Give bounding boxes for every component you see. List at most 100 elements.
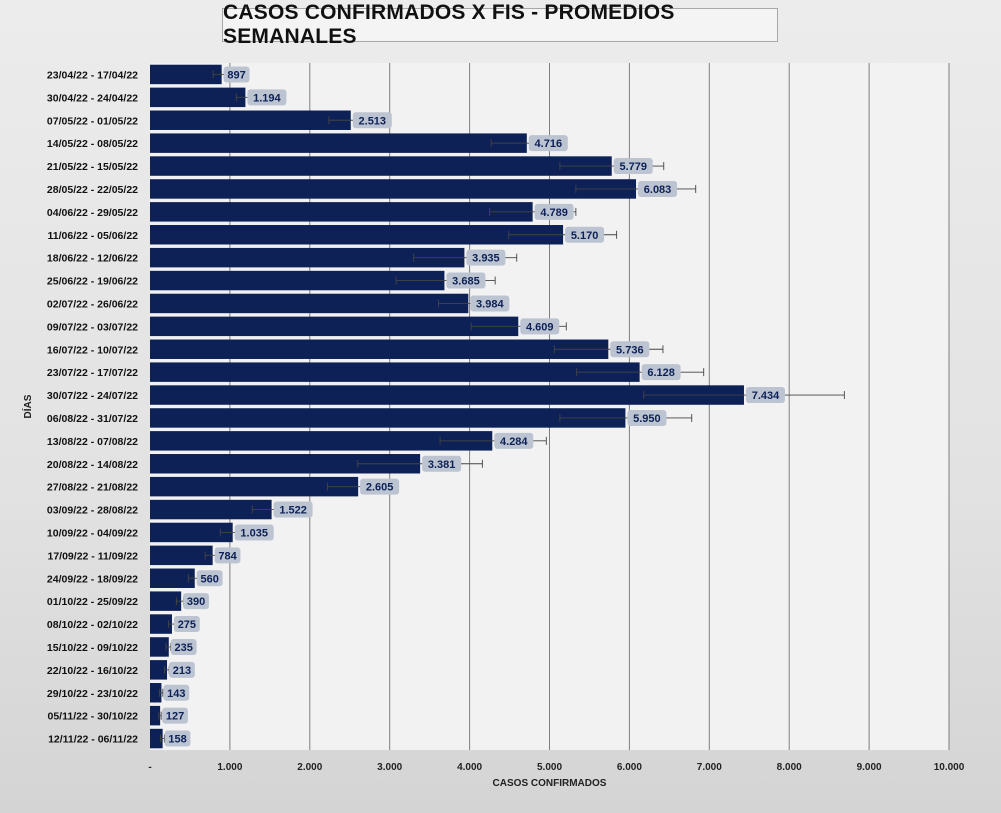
bar bbox=[150, 64, 222, 85]
category-label: 04/06/22 - 29/05/22 bbox=[47, 207, 138, 219]
value-label: 158 bbox=[168, 734, 186, 746]
category-label: 25/06/22 - 19/06/22 bbox=[47, 276, 138, 288]
category-label: 01/10/22 - 25/09/22 bbox=[47, 596, 138, 608]
value-label-bg bbox=[162, 707, 188, 724]
value-label-bg bbox=[641, 364, 681, 381]
category-label: 18/06/22 - 12/06/22 bbox=[47, 253, 138, 265]
bar bbox=[150, 545, 213, 566]
value-label-bg bbox=[520, 318, 560, 335]
value-label: 213 bbox=[173, 665, 191, 677]
bar bbox=[150, 408, 626, 428]
category-label: 27/08/22 - 21/08/22 bbox=[47, 482, 138, 494]
bar bbox=[150, 156, 612, 176]
x-tick-labels: - 1.000 2.000 3.000 4.000 5.000 6.000 7.000 8.00… bbox=[148, 762, 964, 773]
value-label: 143 bbox=[167, 688, 185, 700]
category-label: 23/07/22 - 17/07/22 bbox=[47, 367, 138, 379]
value-label: 5.736 bbox=[616, 344, 644, 356]
category-labels: 23/04/22 - 17/04/22 30/04/22 - 24/04/22 07… bbox=[47, 69, 138, 745]
value-label: 3.984 bbox=[476, 298, 504, 310]
category-label: 06/08/22 - 31/07/22 bbox=[47, 413, 138, 425]
category-label: 24/09/22 - 18/09/22 bbox=[47, 573, 138, 585]
value-label-bg bbox=[360, 478, 400, 495]
category-label: 29/10/22 - 23/10/22 bbox=[47, 688, 138, 700]
bar bbox=[150, 568, 195, 588]
value-label-bg bbox=[164, 730, 191, 747]
value-label-bg bbox=[638, 180, 678, 197]
x-tick-label: 5.000 bbox=[537, 762, 562, 773]
bar bbox=[150, 385, 744, 405]
value-label: 3.685 bbox=[452, 276, 480, 288]
value-label-bg bbox=[470, 295, 510, 312]
error-bar bbox=[357, 459, 483, 468]
category-label: 02/07/22 - 26/06/22 bbox=[47, 298, 138, 310]
category-label: 10/09/22 - 04/09/22 bbox=[47, 527, 138, 539]
value-label-bg bbox=[196, 570, 223, 587]
x-tick-label: 4.000 bbox=[457, 762, 482, 773]
category-label: 30/04/22 - 24/04/22 bbox=[47, 92, 138, 104]
bar bbox=[150, 293, 469, 314]
value-label-bg bbox=[494, 432, 534, 449]
category-label: 05/11/22 - 30/10/22 bbox=[48, 711, 139, 723]
error-bar bbox=[165, 642, 172, 651]
value-label: 2.605 bbox=[366, 482, 394, 494]
x-tick-label: 9.000 bbox=[857, 762, 882, 773]
category-label: 21/05/22 - 15/05/22 bbox=[47, 161, 138, 173]
category-label: 13/08/22 - 07/08/22 bbox=[47, 436, 138, 448]
category-label: 22/10/22 - 16/10/22 bbox=[47, 665, 138, 677]
x-tick-label: 3.000 bbox=[377, 762, 402, 773]
value-label: 4.609 bbox=[526, 321, 554, 333]
category-label: 14/05/22 - 08/05/22 bbox=[47, 138, 138, 150]
bar bbox=[150, 728, 163, 749]
error-bar bbox=[159, 734, 165, 743]
value-label: 6.128 bbox=[647, 367, 675, 379]
value-label-bg bbox=[234, 524, 274, 541]
bar bbox=[150, 476, 359, 497]
category-label: 09/07/22 - 03/07/22 bbox=[47, 321, 138, 333]
error-bar bbox=[559, 413, 693, 422]
value-label-bg bbox=[528, 135, 568, 152]
x-tick-label: 10.000 bbox=[934, 762, 965, 773]
value-label-bg bbox=[565, 226, 605, 243]
bar bbox=[150, 247, 465, 268]
value-label: 275 bbox=[178, 619, 196, 631]
x-axis-label: CASOS CONFIRMADOS bbox=[493, 778, 607, 789]
x-tick-label: - bbox=[148, 762, 151, 773]
value-label-bg bbox=[534, 203, 574, 220]
bar bbox=[150, 705, 161, 726]
bar bbox=[150, 110, 351, 130]
error-bar bbox=[576, 368, 705, 377]
category-label: 15/10/22 - 09/10/22 bbox=[47, 642, 138, 654]
value-label: 1.522 bbox=[279, 505, 307, 517]
category-label: 11/06/22 - 05/06/22 bbox=[48, 230, 139, 242]
bar bbox=[150, 179, 637, 199]
value-label-bg bbox=[183, 593, 209, 610]
value-label-bg bbox=[466, 249, 506, 266]
error-bar bbox=[159, 688, 164, 697]
value-label: 4.284 bbox=[500, 436, 528, 448]
bar bbox=[150, 454, 421, 474]
error-bar bbox=[643, 391, 845, 400]
bar bbox=[150, 316, 519, 337]
value-label-bg bbox=[247, 89, 287, 106]
bar bbox=[150, 270, 445, 291]
value-label-bg bbox=[163, 684, 190, 701]
value-label-bg bbox=[169, 661, 195, 678]
x-tick-label: 6.000 bbox=[617, 762, 642, 773]
bars bbox=[150, 64, 744, 749]
category-label: 23/04/22 - 17/04/22 bbox=[47, 69, 138, 81]
gridlines bbox=[229, 63, 950, 750]
value-label-bg bbox=[352, 112, 392, 129]
category-label: 16/07/22 - 10/07/22 bbox=[47, 344, 138, 356]
value-label-bg bbox=[446, 272, 486, 289]
value-label-bg bbox=[613, 158, 653, 175]
y-axis-label: DÍAS bbox=[21, 394, 34, 418]
value-label: 6.083 bbox=[644, 184, 672, 196]
x-tick-label: 8.000 bbox=[777, 762, 802, 773]
bar bbox=[150, 637, 169, 657]
value-label: 2.513 bbox=[359, 115, 387, 127]
bar bbox=[150, 202, 533, 222]
value-label: 5.779 bbox=[619, 161, 647, 173]
bar bbox=[150, 660, 168, 680]
bar bbox=[150, 591, 182, 611]
